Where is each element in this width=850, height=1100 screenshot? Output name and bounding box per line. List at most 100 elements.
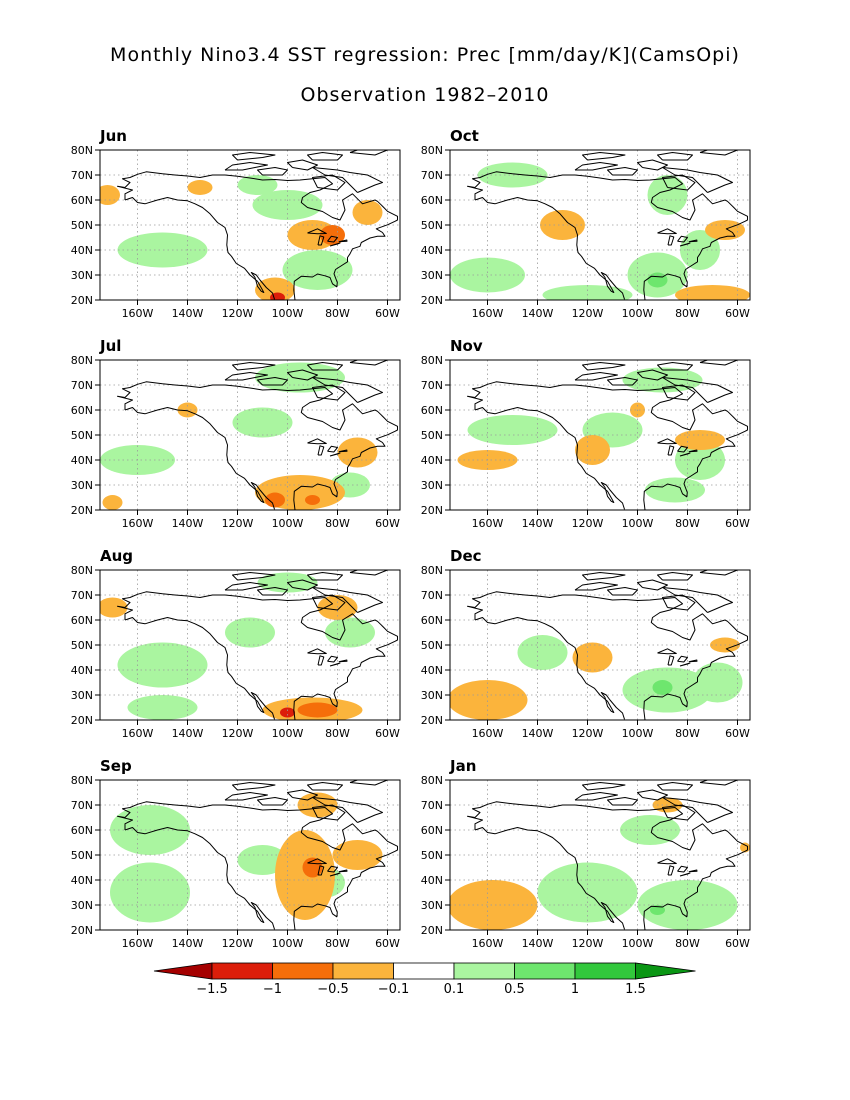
lon-tick-label: 140W bbox=[172, 517, 204, 530]
precip-anomaly-region bbox=[225, 617, 275, 648]
lat-tick-label: 20N bbox=[71, 504, 93, 517]
lon-tick-label: 60W bbox=[725, 937, 750, 950]
lat-tick-label: 60N bbox=[71, 404, 93, 417]
lat-tick-label: 80N bbox=[71, 774, 93, 787]
arctic-island bbox=[224, 162, 268, 171]
lon-tick-label: 80W bbox=[325, 307, 350, 320]
lat-tick-label: 60N bbox=[71, 824, 93, 837]
lon-tick-label: 80W bbox=[675, 727, 700, 740]
coastline-west bbox=[474, 827, 625, 930]
lat-tick-label: 80N bbox=[421, 144, 443, 157]
colorbar-segment bbox=[574, 962, 636, 980]
arctic-island bbox=[287, 789, 318, 801]
precip-anomaly-region bbox=[675, 285, 750, 300]
lat-tick-label: 50N bbox=[71, 639, 93, 652]
precip-anomaly-region bbox=[100, 597, 128, 618]
coastline-west bbox=[124, 827, 275, 930]
lon-tick-label: 60W bbox=[725, 517, 750, 530]
coastlines bbox=[467, 360, 748, 510]
map-panel-oct: 20N 30N 40N 50N 60N 70N 80N 160W 140W 120W 100W 80W… bbox=[421, 127, 751, 320]
great-lake bbox=[679, 872, 691, 877]
great-lake bbox=[329, 452, 341, 457]
lon-tick-label: 60W bbox=[725, 307, 750, 320]
arctic-island bbox=[349, 360, 388, 366]
lon-tick-label: 100W bbox=[272, 727, 304, 740]
precip-anomaly-region bbox=[117, 642, 208, 688]
great-lake bbox=[307, 858, 327, 865]
great-lake bbox=[317, 655, 325, 666]
arctic-island bbox=[307, 782, 343, 791]
arctic-island bbox=[312, 797, 383, 823]
panel-month-label: Dec bbox=[450, 547, 482, 565]
great-lake bbox=[667, 235, 675, 246]
lon-tick-label: 160W bbox=[472, 727, 504, 740]
great-lake bbox=[667, 865, 675, 876]
precip-anomaly-region bbox=[572, 642, 613, 673]
precip-anomaly-region bbox=[647, 175, 688, 215]
colorbar-tick-label: 1 bbox=[571, 982, 579, 997]
colorbar-segment bbox=[153, 962, 213, 980]
precip-anomaly-region bbox=[232, 407, 293, 438]
colorbar: −1.5 −1 −0.5 −0.1 0.1 0.5 1 1.5 bbox=[153, 962, 696, 997]
lon-tick-label: 140W bbox=[172, 727, 204, 740]
precip-anomaly-region bbox=[467, 415, 558, 445]
precip-anomaly-region bbox=[282, 250, 353, 290]
precip-anomaly-region bbox=[255, 277, 295, 300]
arctic-island bbox=[232, 572, 276, 581]
colorbar-tick-label: 0.5 bbox=[504, 982, 525, 997]
precip-anomaly-region bbox=[100, 185, 120, 205]
coastline-north bbox=[117, 381, 376, 431]
arctic-island bbox=[637, 789, 668, 801]
lon-tick-label: 160W bbox=[472, 307, 504, 320]
precip-anomaly-region bbox=[187, 180, 213, 195]
arctic-island bbox=[607, 167, 638, 176]
panel-month-label: Nov bbox=[450, 337, 483, 355]
arctic-island bbox=[312, 174, 346, 191]
coastline-west bbox=[124, 197, 275, 300]
arctic-island bbox=[232, 362, 276, 371]
precip-shading bbox=[110, 792, 383, 923]
lat-tick-label: 50N bbox=[421, 219, 443, 232]
coastline-north bbox=[467, 801, 726, 851]
precip-anomaly-region bbox=[652, 680, 673, 695]
lat-tick-label: 50N bbox=[71, 849, 93, 862]
lon-tick-label: 100W bbox=[622, 517, 654, 530]
arctic-island bbox=[582, 782, 626, 791]
coastline-north bbox=[467, 171, 726, 221]
great-lake bbox=[688, 449, 698, 453]
coastlines bbox=[117, 360, 398, 510]
lat-tick-label: 30N bbox=[71, 689, 93, 702]
coastlines bbox=[117, 780, 398, 930]
precip-anomaly-region bbox=[255, 362, 345, 393]
lat-tick-label: 80N bbox=[421, 564, 443, 577]
arctic-island bbox=[637, 579, 668, 591]
lon-tick-label: 160W bbox=[472, 937, 504, 950]
coastlines bbox=[467, 570, 748, 720]
lat-tick-label: 80N bbox=[421, 354, 443, 367]
great-lake bbox=[329, 872, 341, 877]
arctic-island bbox=[657, 152, 693, 161]
precip-anomaly-region bbox=[237, 845, 288, 875]
coastlines bbox=[117, 570, 398, 720]
great-lake bbox=[667, 445, 675, 456]
precip-anomaly-region bbox=[645, 477, 705, 503]
lat-tick-label: 70N bbox=[71, 169, 93, 182]
lat-tick-label: 80N bbox=[71, 564, 93, 577]
coastline-east bbox=[643, 619, 748, 720]
panel-month-label: Jul bbox=[99, 337, 121, 355]
lat-tick-label: 40N bbox=[421, 874, 443, 887]
arctic-island bbox=[662, 797, 733, 823]
great-lake bbox=[327, 655, 338, 663]
arctic-island bbox=[657, 572, 693, 581]
great-lake bbox=[657, 858, 677, 865]
arctic-island bbox=[699, 780, 738, 786]
coastline-west bbox=[474, 407, 625, 510]
colorbar-segment bbox=[453, 962, 515, 980]
arctic-island bbox=[232, 782, 276, 791]
precip-anomaly-region bbox=[270, 292, 285, 300]
precip-anomaly-region bbox=[117, 232, 208, 268]
arctic-island bbox=[637, 159, 668, 171]
lon-tick-label: 120W bbox=[222, 727, 254, 740]
precip-anomaly-region bbox=[102, 495, 123, 510]
